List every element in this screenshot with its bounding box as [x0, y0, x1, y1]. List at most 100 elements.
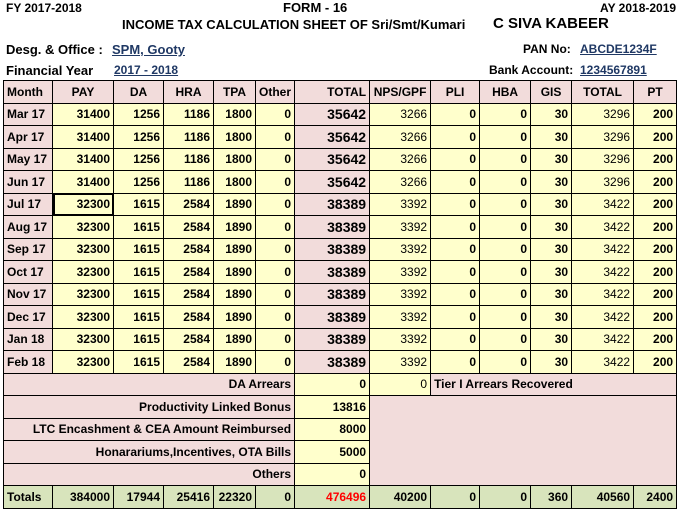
value-cell[interactable]: 0 — [254, 327, 296, 351]
value-cell[interactable]: 0 — [479, 170, 532, 194]
value-cell[interactable]: 0 — [430, 327, 481, 351]
value-cell[interactable]: 1615 — [113, 350, 164, 374]
value-cell[interactable]: 30 — [530, 102, 573, 126]
value-cell[interactable]: 0 — [430, 237, 481, 261]
gross-total-cell[interactable]: 38389 — [294, 237, 371, 261]
value-cell[interactable]: 3422 — [571, 237, 635, 261]
value-cell[interactable]: 1890 — [213, 350, 256, 374]
value-cell[interactable]: 3266 — [369, 170, 432, 194]
value-cell[interactable]: 0 — [430, 350, 481, 374]
value-cell[interactable]: 0 — [479, 215, 532, 239]
value-cell[interactable]: 3422 — [571, 350, 635, 374]
value-cell[interactable]: 3392 — [369, 260, 432, 284]
value-cell[interactable]: 1256 — [113, 147, 164, 171]
value-cell[interactable]: 0 — [479, 350, 532, 374]
month-cell[interactable]: May 17 — [3, 147, 53, 171]
sheet-title[interactable]: INCOME TAX CALCULATION SHEET OF Sri/Smt/… — [122, 17, 466, 32]
value-cell[interactable]: 0 — [254, 147, 296, 171]
value-cell[interactable]: 30 — [530, 327, 573, 351]
value-cell[interactable]: 3392 — [369, 192, 432, 216]
value-cell[interactable]: 0 — [254, 170, 296, 194]
value-cell[interactable]: 1615 — [113, 192, 164, 216]
value-cell[interactable]: 0 — [430, 215, 481, 239]
month-cell[interactable]: Nov 17 — [3, 282, 53, 306]
value-cell[interactable]: 32300 — [52, 350, 114, 374]
value-cell[interactable]: 0 — [254, 125, 296, 149]
value-cell[interactable]: 200 — [633, 237, 678, 261]
value-cell[interactable]: 0 — [479, 305, 532, 329]
value-cell[interactable]: 1186 — [163, 125, 214, 149]
value-cell[interactable]: 3422 — [571, 282, 635, 306]
value-cell[interactable]: 30 — [530, 125, 573, 149]
total-cell[interactable]: 2400 — [633, 485, 678, 509]
col-deduction-total[interactable]: TOTAL — [571, 80, 635, 104]
value-cell[interactable]: 32300 — [52, 282, 114, 306]
value-cell[interactable]: 0 — [430, 192, 481, 216]
value-cell[interactable]: 0 — [254, 215, 296, 239]
value-cell[interactable]: 2584 — [163, 350, 214, 374]
total-cell[interactable]: 40200 — [369, 485, 432, 509]
value-cell[interactable]: 31400 — [52, 102, 114, 126]
value-cell[interactable]: 2584 — [163, 192, 214, 216]
employee-name[interactable]: C SIVA KABEER — [493, 15, 609, 32]
value-cell[interactable]: 0 — [479, 260, 532, 284]
value-cell[interactable]: 200 — [633, 192, 678, 216]
value-cell[interactable]: 1615 — [113, 237, 164, 261]
value-cell[interactable]: 1615 — [113, 327, 164, 351]
value-cell[interactable]: 0 — [479, 147, 532, 171]
value-cell[interactable]: 0 — [254, 282, 296, 306]
gross-total-cell[interactable]: 35642 — [294, 170, 371, 194]
value-cell[interactable]: 3392 — [369, 237, 432, 261]
value-cell[interactable]: 3422 — [571, 260, 635, 284]
value-cell[interactable]: 200 — [633, 327, 678, 351]
extra-value[interactable]: 8000 — [294, 417, 371, 441]
total-cell[interactable]: 384000 — [52, 485, 114, 509]
value-cell[interactable]: 32300 — [52, 237, 114, 261]
ay-label[interactable]: AY 2018-2019 — [600, 1, 677, 15]
month-cell[interactable]: Feb 18 — [3, 350, 53, 374]
value-cell[interactable]: 0 — [479, 125, 532, 149]
value-cell[interactable]: 3392 — [369, 350, 432, 374]
bank-value[interactable]: 1234567891 — [580, 63, 647, 77]
value-cell[interactable]: 200 — [633, 215, 678, 239]
value-cell[interactable]: 0 — [254, 305, 296, 329]
value-cell[interactable]: 1890 — [213, 282, 256, 306]
pan-value[interactable]: ABCDE1234F — [580, 42, 657, 56]
value-cell[interactable]: 1890 — [213, 237, 256, 261]
value-cell[interactable]: 200 — [633, 305, 678, 329]
desg-value[interactable]: SPM, Gooty — [112, 42, 185, 57]
value-cell[interactable]: 3392 — [369, 215, 432, 239]
value-cell[interactable]: 3296 — [571, 125, 635, 149]
value-cell[interactable]: 2584 — [163, 260, 214, 284]
col-pli[interactable]: PLI — [430, 80, 481, 104]
col-other[interactable]: Other — [254, 80, 296, 104]
value-cell[interactable]: 0 — [430, 260, 481, 284]
month-cell[interactable]: Jul 17 — [3, 192, 53, 216]
value-cell[interactable]: 0 — [430, 305, 481, 329]
value-cell[interactable]: 1615 — [113, 260, 164, 284]
value-cell[interactable]: 31400 — [52, 125, 114, 149]
value-cell[interactable]: 3422 — [571, 327, 635, 351]
gross-total-cell[interactable]: 38389 — [294, 282, 371, 306]
value-cell[interactable]: 30 — [530, 260, 573, 284]
value-cell[interactable]: 0 — [430, 170, 481, 194]
value-cell[interactable]: 1890 — [213, 260, 256, 284]
value-cell[interactable]: 200 — [633, 102, 678, 126]
value-cell[interactable]: 1256 — [113, 125, 164, 149]
month-cell[interactable]: Mar 17 — [3, 102, 53, 126]
value-cell[interactable]: 30 — [530, 237, 573, 261]
value-cell[interactable]: 30 — [530, 350, 573, 374]
extra-value[interactable]: 0 — [294, 372, 371, 396]
value-cell[interactable]: 1890 — [213, 192, 256, 216]
grand-total-cell[interactable]: 476496 — [294, 485, 371, 509]
col-month[interactable]: Month — [3, 80, 53, 104]
month-cell[interactable]: Apr 17 — [3, 125, 53, 149]
value-cell[interactable]: 200 — [633, 147, 678, 171]
col-gis[interactable]: GIS — [530, 80, 573, 104]
value-cell[interactable]: 200 — [633, 350, 678, 374]
value-cell[interactable]: 3422 — [571, 215, 635, 239]
col-pt[interactable]: PT — [633, 80, 678, 104]
value-cell[interactable]: 1890 — [213, 215, 256, 239]
value-cell[interactable]: 1800 — [213, 147, 256, 171]
value-cell[interactable]: 32300 — [52, 192, 114, 216]
